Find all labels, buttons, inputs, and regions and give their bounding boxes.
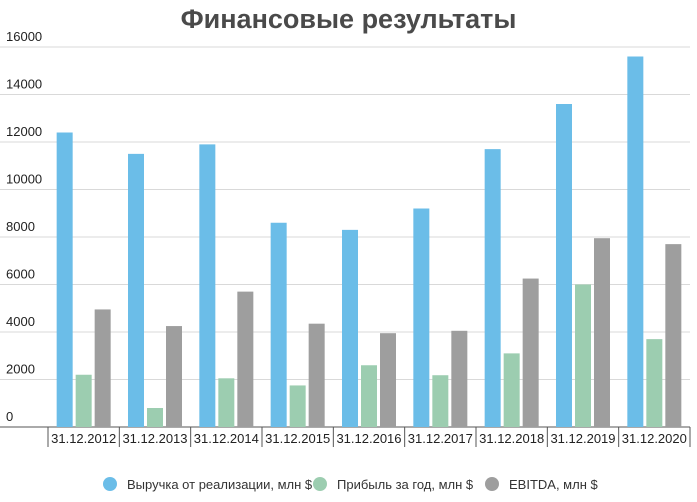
- bar: [199, 144, 216, 427]
- legend-label: Выручка от реализации, млн $: [127, 477, 313, 492]
- y-tick-label: 14000: [6, 77, 42, 92]
- bar: [218, 378, 235, 427]
- legend-marker: [485, 477, 499, 491]
- y-tick-label: 4000: [6, 314, 35, 329]
- bar: [503, 353, 520, 427]
- y-tick-label: 2000: [6, 362, 35, 377]
- y-tick-label: 16000: [6, 29, 42, 44]
- bar: [575, 284, 591, 427]
- x-tick-label: 31.12.2016: [336, 431, 401, 446]
- chart-title: Финансовые результаты: [180, 4, 517, 34]
- bar: [308, 323, 325, 427]
- bar: [128, 153, 144, 427]
- bar: [556, 104, 572, 427]
- x-tick-label: 31.12.2013: [122, 431, 187, 446]
- x-tick-label: 31.12.2019: [550, 431, 615, 446]
- legend-label: EBITDA, млн $: [509, 477, 598, 492]
- legend-label: Прибыль за год, млн $: [337, 477, 474, 492]
- bar: [289, 385, 306, 427]
- x-tick-label: 31.12.2015: [265, 431, 330, 446]
- bar: [147, 408, 163, 427]
- bar: [484, 149, 501, 427]
- bar: [342, 229, 358, 427]
- y-tick-label: 10000: [6, 172, 42, 187]
- bar: [432, 375, 449, 427]
- bar: [665, 244, 682, 427]
- bar: [594, 238, 610, 427]
- bar: [56, 132, 73, 427]
- legend-marker: [313, 477, 327, 491]
- bar: [75, 374, 92, 427]
- bar: [94, 309, 111, 427]
- x-tick-label: 31.12.2012: [51, 431, 116, 446]
- bar: [413, 208, 430, 427]
- x-tick-label: 31.12.2014: [194, 431, 259, 446]
- y-tick-label: 6000: [6, 267, 35, 282]
- x-tick-label: 31.12.2017: [408, 431, 473, 446]
- bar: [627, 56, 644, 427]
- bar: [270, 222, 287, 427]
- bar: [380, 333, 396, 427]
- bar: [166, 326, 182, 427]
- y-tick-label: 12000: [6, 124, 42, 139]
- bar: [451, 330, 468, 427]
- y-tick-label: 8000: [6, 219, 35, 234]
- legend-marker: [103, 477, 117, 491]
- x-tick-label: 31.12.2020: [622, 431, 687, 446]
- bar: [361, 365, 377, 427]
- y-tick-label: 0: [6, 409, 13, 424]
- x-tick-label: 31.12.2018: [479, 431, 544, 446]
- bar: [522, 278, 539, 427]
- bar: [237, 291, 254, 427]
- bar: [646, 339, 663, 427]
